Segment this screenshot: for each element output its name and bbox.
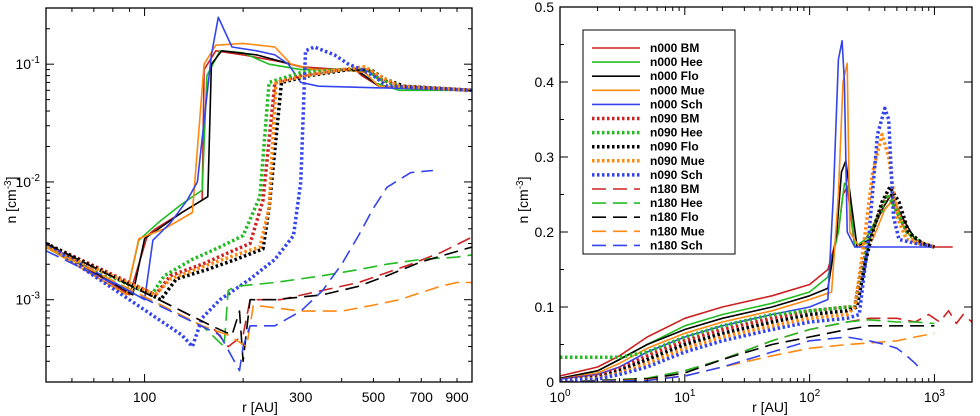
left-series-n180-bm: [46, 236, 472, 348]
left-ticks: 100 300 500 700 900 10-3 10-2 10-1: [16, 8, 473, 405]
legend-label: n180 BM: [650, 182, 699, 196]
right-ticks: 100 101 102 103 0 0.1 0.2 0.3 0.4 0.5: [535, 0, 973, 405]
right-y-axis-label: n [cm-3]: [515, 176, 531, 223]
right-y-tick-label: 0.4: [535, 74, 555, 90]
right-x-tick-label: 102: [799, 388, 821, 405]
legend-label: n180 Sch: [650, 238, 703, 252]
left-series-n180-hee: [46, 246, 472, 348]
left-x-axis-label: r [AU]: [242, 399, 278, 415]
left-x-tick-label: 700: [410, 389, 434, 405]
legend-label: n000 Hee: [650, 55, 703, 69]
left-plot-frame: [45, 7, 473, 383]
right-y-tick-label: 0: [546, 374, 554, 390]
legend-label: n090 Mue: [650, 154, 705, 168]
right-x-tick-label: 103: [924, 388, 946, 405]
right-series-n090-mue: [560, 132, 935, 382]
legend-label: n090 Sch: [650, 168, 703, 182]
left-y-tick-label: 10-2: [16, 173, 41, 190]
left-series-n090-sch: [46, 45, 472, 349]
legend-label: n090 Hee: [650, 126, 703, 140]
legend-label: n180 Mue: [650, 224, 705, 238]
right-y-tick-label: 0.1: [535, 299, 555, 315]
left-series-n090-flo: [46, 67, 472, 302]
right-y-tick-label: 0.3: [535, 149, 555, 165]
legend-label: n000 Flo: [650, 69, 699, 83]
right-y-tick-label: 0.5: [535, 0, 555, 15]
left-x-tick-label: 500: [362, 389, 386, 405]
left-series-group: [46, 16, 472, 372]
right-series-n180-flo: [560, 325, 935, 382]
left-x-tick-label: 100: [133, 389, 157, 405]
right-series-n090-flo: [560, 185, 935, 382]
legend-label: n000 Sch: [650, 97, 703, 111]
left-series-n000-bm: [46, 50, 472, 296]
left-y-tick-label: 10-3: [16, 291, 41, 308]
legend-label: n090 BM: [650, 112, 699, 126]
left-x-tick-label: 900: [445, 389, 469, 405]
left-series-n180-sch: [46, 169, 434, 372]
legend-label: n000 BM: [650, 41, 699, 55]
left-series-n180-flo: [46, 242, 472, 363]
right-series-group: [560, 40, 972, 382]
left-series-n090-hee: [46, 67, 472, 297]
legend-label: n180 Hee: [650, 196, 703, 210]
right-series-n000-sch: [560, 40, 935, 380]
right-series-n090-hee: [560, 192, 935, 360]
legend-label: n180 Flo: [650, 210, 699, 224]
right-series-n180-hee: [560, 319, 935, 382]
right-x-tick-label: 100: [549, 388, 571, 405]
right-series-n090-sch: [560, 106, 935, 382]
left-series-n090-mue: [46, 65, 472, 297]
legend-label: n000 Mue: [650, 83, 705, 97]
left-series-n000-mue: [46, 42, 472, 296]
left-y-tick-label: 10-1: [16, 55, 41, 72]
right-series-n180-sch: [560, 336, 923, 382]
right-y-tick-label: 0.2: [535, 224, 555, 240]
legend-box: [582, 29, 736, 255]
right-x-tick-label: 101: [674, 388, 696, 405]
left-series-n180-mue: [46, 246, 472, 348]
left-x-tick-label: 300: [289, 389, 313, 405]
right-x-axis-label: r [AU]: [752, 399, 788, 415]
legend-label: n090 Flo: [650, 140, 699, 154]
